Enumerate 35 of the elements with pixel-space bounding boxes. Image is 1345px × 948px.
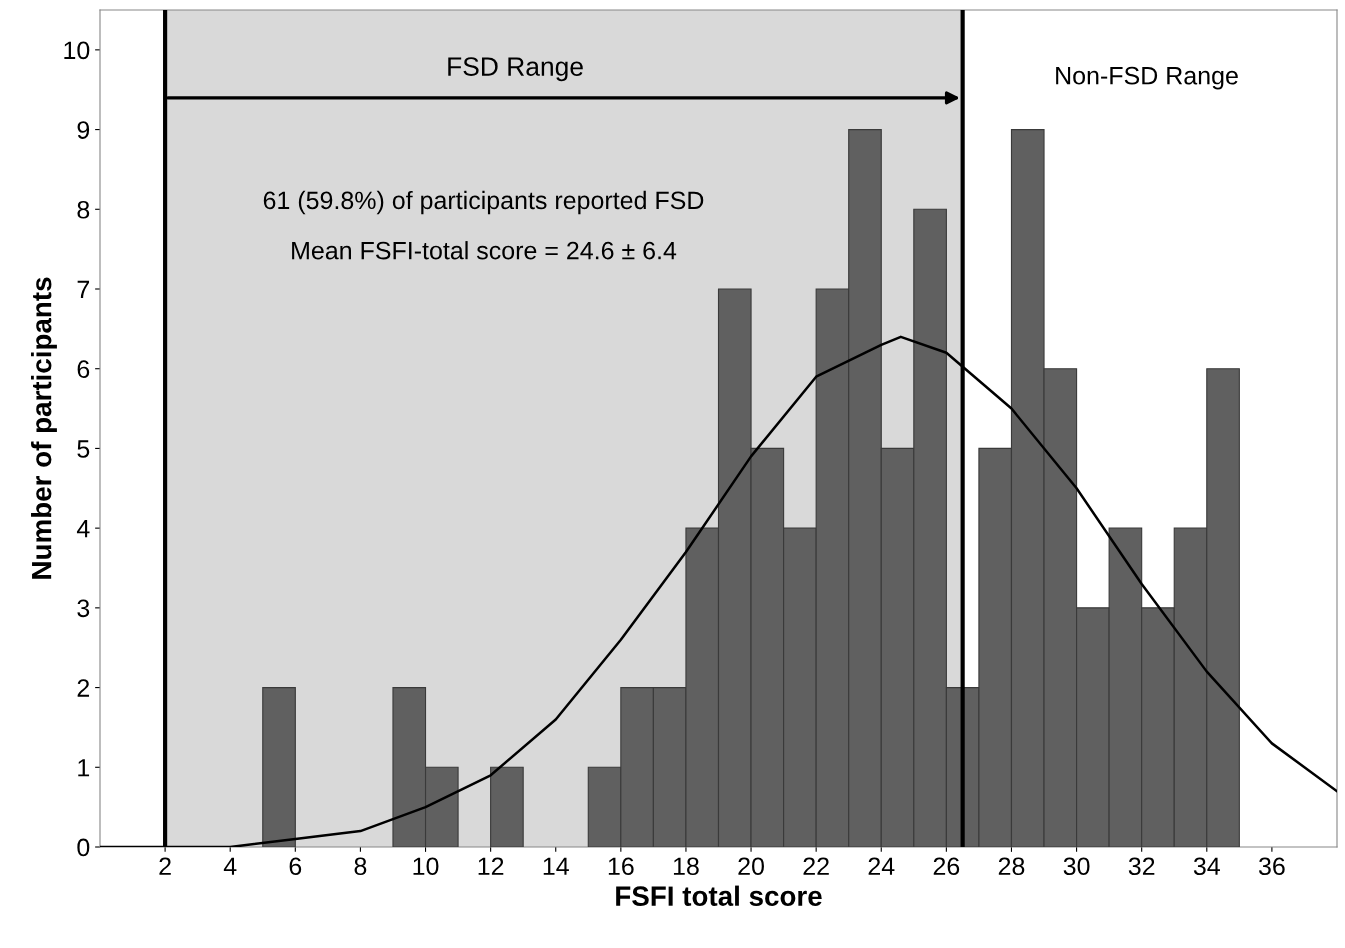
x-tick-label: 32 (1128, 857, 1155, 876)
x-tick-label: 20 (738, 857, 764, 876)
x-tick-label: 8 (354, 857, 367, 876)
y-tick-label: 9 (77, 121, 90, 139)
y-tick-label: 6 (77, 360, 90, 379)
x-tick-label: 26 (933, 857, 960, 876)
y-tick-label: 0 (77, 838, 90, 857)
x-tick-label: 10 (413, 857, 439, 876)
x-tick-label: 24 (868, 857, 895, 875)
x-tick-label: 6 (289, 857, 302, 876)
y-tick-label: 7 (77, 280, 90, 299)
x-tick-label: 2 (159, 857, 171, 875)
y-tick-label: 3 (77, 599, 90, 618)
x-tick-label: 34 (1193, 857, 1220, 876)
x-tick-label: 16 (608, 857, 634, 876)
x-tick-label: 22 (803, 857, 829, 875)
x-tick-label: 36 (1258, 857, 1285, 876)
band-label: FSD Range (448, 57, 583, 82)
x-tick-label: 14 (543, 857, 569, 875)
x-tick-label: 12 (478, 857, 504, 875)
y-tick-label: 5 (77, 440, 90, 458)
y-tick-label: 1 (78, 759, 90, 777)
y-tick-label: 10 (64, 41, 90, 60)
y-tick-label: 8 (77, 200, 90, 219)
x-tick-label: 18 (673, 857, 699, 876)
y-axis-title: Number of participants (31, 277, 57, 579)
x-axis-title: FSFI total score (616, 885, 822, 906)
x-tick-label: 4 (223, 857, 237, 875)
x-tick-label: 30 (1063, 857, 1090, 876)
annotation: 61 (59.8%) of participants reported FSD (263, 190, 704, 215)
y-tick-label: 2 (77, 679, 90, 697)
annotation: Non-FSD Range (1056, 66, 1238, 90)
annotation: Mean FSFI-total score = 24.6 ± 6.4 (292, 241, 677, 260)
y-tick-label: 4 (76, 520, 90, 538)
x-tick-label: 28 (998, 857, 1025, 876)
